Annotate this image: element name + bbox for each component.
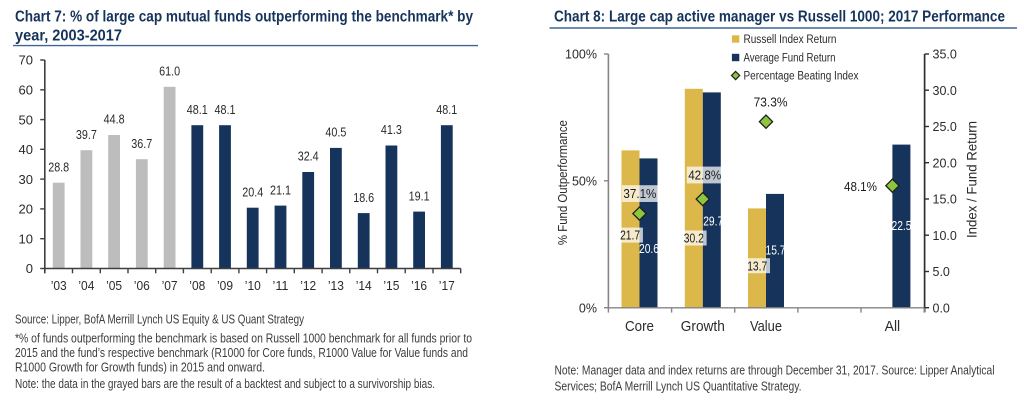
- svg-text:Growth: Growth: [681, 318, 725, 335]
- svg-text:Russell Index Return: Russell Index Return: [744, 34, 837, 46]
- svg-text:21.7: 21.7: [620, 228, 640, 243]
- svg-text:73.3%: 73.3%: [754, 94, 788, 109]
- svg-text:0%: 0%: [579, 301, 597, 315]
- svg-text:’10: ’10: [245, 278, 261, 293]
- svg-text:Note: Manager data and index r: Note: Manager data and index returns are…: [555, 364, 995, 378]
- svg-text:10: 10: [19, 231, 33, 246]
- svg-text:R1000 Growth for Growth funds): R1000 Growth for Growth funds) in 2015 a…: [15, 361, 265, 375]
- svg-text:Value: Value: [750, 318, 782, 335]
- svg-text:year, 2003-2017: year, 2003-2017: [15, 28, 122, 45]
- svg-text:32.4: 32.4: [298, 149, 319, 164]
- svg-text:Services; BofA Merrill Lynch U: Services; BofA Merrill Lynch US Quantita…: [555, 380, 802, 394]
- svg-text:40.5: 40.5: [325, 125, 346, 140]
- svg-text:’09: ’09: [217, 278, 233, 293]
- svg-text:30.2: 30.2: [684, 231, 704, 246]
- svg-text:48.1: 48.1: [187, 102, 208, 117]
- svg-text:20.4: 20.4: [242, 184, 263, 199]
- svg-text:’06: ’06: [134, 278, 150, 293]
- svg-text:Core: Core: [625, 318, 654, 335]
- svg-text:19.1: 19.1: [409, 188, 430, 203]
- svg-text:’13: ’13: [328, 278, 344, 293]
- svg-text:40: 40: [19, 142, 33, 157]
- svg-text:44.8: 44.8: [104, 112, 125, 127]
- svg-text:Note: the data in the grayed b: Note: the data in the grayed bars are th…: [15, 377, 435, 391]
- svg-text:100%: 100%: [565, 48, 597, 62]
- svg-text:’11: ’11: [273, 278, 289, 293]
- svg-text:0: 0: [26, 261, 33, 276]
- svg-text:’05: ’05: [106, 278, 122, 293]
- svg-text:30: 30: [19, 172, 33, 187]
- svg-text:60: 60: [19, 83, 33, 98]
- svg-text:*% of funds outperforming the: *% of funds outperforming the benchmark …: [15, 332, 472, 346]
- svg-text:’07: ’07: [162, 278, 178, 293]
- svg-text:50: 50: [19, 112, 33, 127]
- svg-text:35.0: 35.0: [933, 48, 957, 62]
- svg-text:15.7: 15.7: [766, 242, 786, 257]
- svg-text:28.8: 28.8: [48, 159, 69, 174]
- svg-text:37.1%: 37.1%: [623, 186, 656, 201]
- svg-text:20.0: 20.0: [933, 156, 957, 170]
- svg-text:’04: ’04: [78, 278, 94, 293]
- svg-text:48.1: 48.1: [436, 102, 457, 117]
- svg-text:13.7: 13.7: [747, 258, 767, 273]
- svg-text:29.7: 29.7: [703, 214, 723, 229]
- svg-text:20.6: 20.6: [639, 241, 659, 256]
- svg-text:2015 and the fund’s respective: 2015 and the fund’s respective benchmark…: [15, 346, 468, 360]
- svg-text:50%: 50%: [572, 175, 597, 189]
- svg-text:’12: ’12: [300, 278, 316, 293]
- svg-text:Average Fund Return: Average Fund Return: [744, 53, 836, 65]
- svg-text:’03: ’03: [51, 278, 67, 293]
- svg-text:Chart 8: Large cap active mana: Chart 8: Large cap active manager vs Rus…: [554, 9, 1005, 26]
- svg-text:36.7: 36.7: [131, 136, 152, 151]
- svg-text:30.0: 30.0: [933, 84, 957, 98]
- svg-text:0.0: 0.0: [933, 301, 950, 315]
- svg-text:’15: ’15: [383, 278, 399, 293]
- svg-text:15.0: 15.0: [933, 193, 957, 207]
- svg-text:70: 70: [19, 53, 33, 68]
- svg-text:Index / Fund Return: Index / Fund Return: [965, 121, 980, 238]
- svg-text:41.3: 41.3: [381, 122, 402, 137]
- svg-text:48.1%: 48.1%: [844, 179, 877, 194]
- svg-text:20: 20: [19, 202, 33, 217]
- svg-text:’14: ’14: [356, 278, 372, 293]
- svg-text:’16: ’16: [411, 278, 427, 293]
- svg-text:All: All: [885, 318, 901, 335]
- svg-text:61.0: 61.0: [159, 64, 180, 79]
- svg-text:39.7: 39.7: [76, 127, 97, 142]
- svg-text:’08: ’08: [189, 278, 205, 293]
- svg-text:48.1: 48.1: [215, 102, 236, 117]
- svg-text:42.8%: 42.8%: [688, 168, 721, 183]
- svg-text:Source: Lipper, BofA Merrill L: Source: Lipper, BofA Merrill Lynch US Eq…: [15, 313, 305, 327]
- svg-text:21.1: 21.1: [270, 182, 291, 197]
- svg-text:22.5: 22.5: [892, 218, 912, 233]
- svg-text:% Fund Outperformance: % Fund Outperformance: [556, 120, 570, 245]
- svg-text:Percentage Beating Index: Percentage Beating Index: [744, 71, 859, 83]
- svg-text:18.6: 18.6: [353, 190, 374, 205]
- svg-text:’17: ’17: [439, 278, 455, 293]
- svg-text:10.0: 10.0: [933, 229, 957, 243]
- svg-text:Chart 7: % of large cap mutual: Chart 7: % of large cap mutual funds out…: [15, 9, 473, 26]
- svg-text:5.0: 5.0: [933, 265, 950, 279]
- svg-text:25.0: 25.0: [933, 120, 957, 134]
